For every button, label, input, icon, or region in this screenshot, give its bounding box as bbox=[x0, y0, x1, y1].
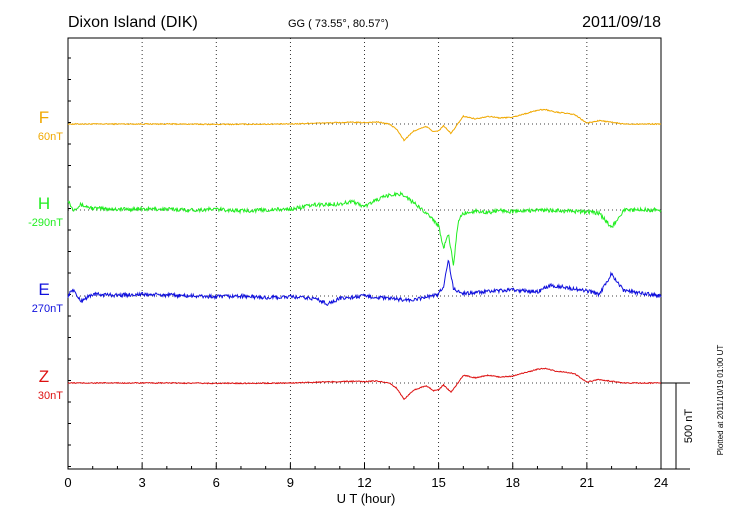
x-tick-label: 9 bbox=[287, 475, 294, 490]
x-axis-title: U T (hour) bbox=[337, 491, 396, 506]
x-tick-label: 6 bbox=[213, 475, 220, 490]
scale-bar: 500 nT bbox=[661, 382, 695, 470]
x-tick-label: 21 bbox=[580, 475, 594, 490]
x-axis: 0 3 6 9 12 15 18 21 24 bbox=[64, 57, 668, 490]
x-tick-label: 3 bbox=[139, 475, 146, 490]
component-label-f: F bbox=[39, 108, 49, 127]
plotted-timestamp: Plotted at 2011/10/19 01:00 UT bbox=[716, 345, 725, 456]
x-tick-label: 12 bbox=[357, 475, 371, 490]
date-label: 2011/09/18 bbox=[582, 14, 661, 31]
scale-bar-label: 500 nT bbox=[683, 409, 695, 444]
trace-e bbox=[67, 259, 662, 306]
baseline-label-h: -290nT bbox=[28, 217, 63, 229]
trace-h bbox=[67, 190, 662, 266]
baseline-label-e: 270nT bbox=[32, 303, 63, 315]
trace-f bbox=[67, 108, 662, 142]
x-tick-label: 18 bbox=[506, 475, 520, 490]
station-title: Dixon Island (DIK) bbox=[68, 14, 198, 31]
geographic-coordinates: GG ( 73.55°, 80.57°) bbox=[288, 18, 389, 30]
trace-z bbox=[67, 367, 662, 401]
x-tick-label: 15 bbox=[431, 475, 445, 490]
x-tick-label: 0 bbox=[64, 475, 71, 490]
baseline-label-f: 60nT bbox=[38, 131, 63, 143]
baseline-label-z: 30nT bbox=[38, 390, 63, 402]
component-label-e: E bbox=[38, 280, 49, 299]
grid-lines bbox=[68, 38, 661, 469]
component-labels: F 60nT H -290nT E 270nT Z 30nT bbox=[28, 108, 63, 402]
component-label-h: H bbox=[38, 194, 50, 213]
traces bbox=[67, 108, 662, 401]
component-label-z: Z bbox=[39, 367, 49, 386]
x-tick-label: 24 bbox=[654, 475, 668, 490]
